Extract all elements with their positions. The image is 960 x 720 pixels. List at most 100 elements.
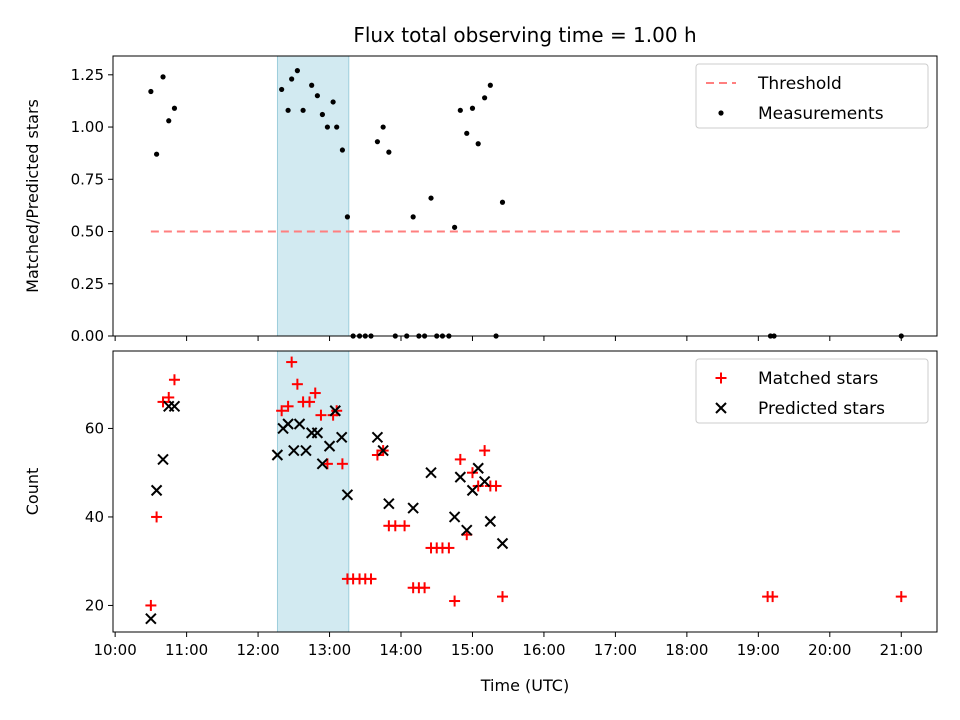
bottom-x-point-26 (466, 484, 479, 497)
top-dot-point-2 (160, 74, 166, 80)
top-dot-point-13 (324, 124, 330, 130)
bottom-legend-label-1: Predicted stars (758, 399, 885, 419)
top-dot-point-3 (166, 118, 172, 124)
top-y-tick-label-3: 0.75 (71, 170, 104, 188)
bottom-x-point-18 (371, 431, 384, 443)
top-legend-label-0: Threshold (757, 74, 842, 94)
bottom-x-point-22 (425, 466, 437, 479)
top-dot-point-42 (499, 199, 506, 205)
chart-title: Flux total observing time = 1.00 h (353, 23, 696, 47)
bottom-plus-point-3 (163, 391, 175, 403)
bottom-axes-frame (112, 350, 938, 633)
bottom-x-point-9 (293, 418, 306, 430)
bottom-y-tick-label-1: 40 (85, 508, 104, 526)
bottom-x-point-13 (316, 458, 329, 470)
top-y-tick-label-4: 1.00 (71, 118, 104, 136)
bottom-x-point-17 (341, 489, 354, 501)
top-dot-point-38 (475, 141, 481, 147)
x-tick-label-2: 12:00 (236, 641, 279, 659)
bottom-plus-point-11 (309, 387, 321, 399)
bottom-plus-point-21 (365, 573, 377, 585)
top-dot-point-14 (330, 99, 336, 105)
top-dot-point-35 (457, 107, 463, 113)
bottom-x-point-0 (145, 613, 157, 625)
top-legend-label-1: Measurements (758, 104, 884, 124)
bottom-plus-point-41 (490, 480, 502, 492)
bottom-plus-point-12 (315, 409, 327, 421)
bottom-x-point-2 (157, 453, 169, 466)
top-dot-point-1 (153, 151, 160, 157)
bottom-x-point-16 (335, 431, 348, 443)
x-axis-label: Time (UTC) (480, 676, 569, 695)
bottom-plus-point-29 (419, 582, 431, 594)
bottom-legend-label-0: Matched stars (758, 369, 878, 389)
bottom-y-tick-label-2: 60 (85, 419, 104, 437)
top-dot-point-6 (285, 107, 291, 113)
bottom-legend-box (695, 358, 929, 424)
bottom-x-point-19 (377, 444, 389, 457)
top-legend-box (695, 63, 929, 129)
bottom-plus-point-22 (371, 449, 383, 461)
legend-matched-swatch (715, 372, 727, 384)
top-dot-point-27 (410, 214, 416, 220)
bottom-plus-point-1 (151, 511, 163, 523)
legend-predicted-swatch (715, 402, 727, 414)
top-y-axis-label: Matched/Predicted stars (23, 99, 42, 293)
bottom-x-point-24 (454, 471, 467, 483)
bottom-x-point-7 (282, 418, 294, 430)
top-dot-point-11 (314, 93, 320, 99)
top-y-tick-label-1: 0.25 (71, 275, 104, 293)
bottom-plus-point-42 (496, 591, 508, 603)
x-tick-label-4: 14:00 (379, 641, 422, 659)
bottom-plus-point-44 (767, 591, 779, 603)
top-dot-point-24 (386, 149, 392, 155)
bottom-plus-point-2 (157, 396, 169, 408)
top-dot-point-17 (344, 214, 351, 220)
bottom-plus-point-35 (454, 453, 466, 465)
bottom-x-point-1 (150, 484, 163, 497)
top-dot-point-5 (279, 86, 285, 93)
bottom-plus-point-39 (479, 445, 491, 457)
bottom-plus-point-4 (168, 374, 180, 386)
top-dot-point-30 (428, 195, 434, 201)
bottom-plus-point-25 (389, 520, 401, 532)
bottom-plus-point-33 (443, 542, 455, 554)
top-dot-point-0 (148, 88, 154, 95)
top-dot-point-9 (300, 107, 306, 113)
x-tick-label-6: 16:00 (522, 641, 565, 659)
x-tick-label-8: 18:00 (665, 641, 708, 659)
top-legend: Threshold Measurements (695, 63, 929, 129)
bottom-x-point-29 (484, 515, 497, 528)
bottom-highlight-span (276, 350, 350, 633)
x-tick-label-3: 13:00 (308, 641, 351, 659)
bottom-plus-point-0 (145, 599, 157, 611)
top-dot-point-36 (464, 130, 470, 136)
bottom-plus-point-45 (895, 591, 907, 603)
top-panel: 0.00 0.25 0.50 0.75 1.00 1.25 Matched/Predicte… (23, 55, 938, 345)
bottom-x-point-27 (472, 462, 484, 474)
bottom-plus-point-26 (399, 520, 411, 532)
bottom-x-point-25 (461, 524, 473, 536)
bottom-x-point-5 (271, 449, 284, 461)
x-tick-label-1: 11:00 (165, 641, 208, 659)
top-dot-point-7 (289, 76, 295, 82)
top-dot-point-15 (334, 124, 340, 130)
bottom-x-point-10 (300, 444, 312, 457)
top-dot-point-16 (339, 147, 346, 153)
legend-measurements-swatch (718, 110, 724, 116)
top-dot-point-22 (374, 139, 381, 145)
top-y-tick-label-5: 1.25 (71, 66, 104, 84)
bottom-legend: Matched stars Predicted stars (695, 358, 929, 424)
bottom-plus-point-38 (472, 480, 484, 492)
bottom-x-point-28 (478, 475, 491, 488)
bottom-x-point-21 (407, 502, 419, 514)
bottom-x-point-4 (168, 400, 181, 413)
top-dot-point-23 (380, 124, 386, 130)
top-y-tick-label-2: 0.50 (71, 223, 104, 241)
top-axes-frame (112, 55, 938, 337)
bottom-plus-point-16 (336, 458, 348, 470)
bottom-y-tick-label-0: 20 (85, 596, 104, 614)
top-dot-point-8 (294, 68, 300, 74)
bottom-plus-point-7 (286, 356, 298, 368)
